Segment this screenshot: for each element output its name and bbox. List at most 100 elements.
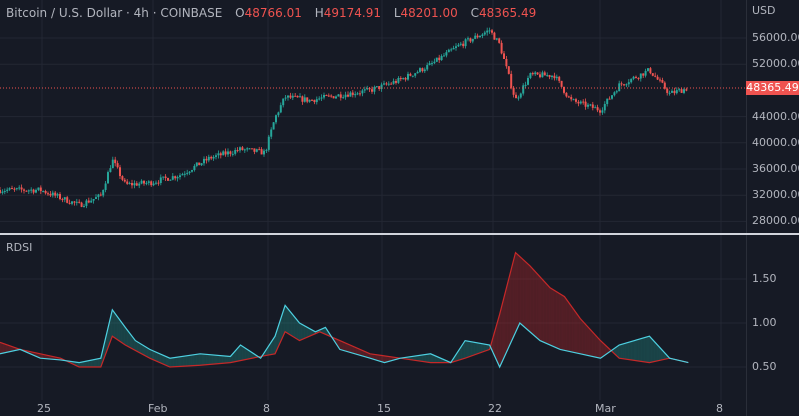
candle-body: [143, 180, 145, 184]
rdsi-fill: [483, 343, 486, 352]
price-axis[interactable]: [746, 0, 799, 416]
rdsi-fill: [133, 338, 136, 351]
rdsi-fill: [247, 349, 250, 360]
rdsi-fill: [646, 336, 648, 363]
rdsi-fill: [228, 356, 231, 363]
candle-body: [263, 150, 265, 155]
candle-body: [469, 38, 472, 42]
rdsi-fill: [243, 346, 245, 360]
candle-body: [179, 175, 181, 178]
candle-body: [212, 156, 215, 159]
rdsi-fill: [293, 315, 296, 338]
rdsi-fill: [110, 309, 113, 341]
pane-divider[interactable]: [0, 233, 799, 235]
rdsi-fill: [362, 350, 365, 357]
rdsi-fill: [511, 263, 513, 342]
price-tick: 40000.00: [752, 135, 799, 149]
candle-body: [404, 78, 407, 80]
rdsi-fill: [551, 288, 553, 347]
rdsi-fill: [372, 354, 375, 360]
rdsi-fill: [296, 319, 299, 340]
rdsi-fill: [1, 342, 3, 354]
candle-body: [639, 73, 642, 79]
rdsi-fill: [171, 357, 173, 367]
candle-body: [522, 85, 525, 94]
candle-body: [390, 83, 393, 85]
rdsi-fill: [44, 354, 47, 359]
candle-body: [303, 97, 306, 102]
rdsi-fill: [377, 354, 379, 361]
rdsi-fill: [482, 343, 484, 352]
candle-body: [539, 74, 541, 78]
candle-body: [351, 92, 354, 95]
candle-body: [651, 73, 654, 76]
indicator-title[interactable]: RDSI: [6, 241, 33, 254]
rdsi-fill: [439, 357, 441, 363]
rdsi-fill: [421, 354, 424, 362]
rdsi-fill: [645, 337, 647, 363]
rdsi-fill: [564, 296, 566, 351]
rdsi-fill: [282, 309, 284, 339]
rdsi-fill: [364, 351, 366, 357]
candle-body: [229, 151, 232, 154]
rdsi-fill: [344, 342, 346, 352]
rdsi-fill: [571, 306, 574, 353]
candle-body: [623, 84, 625, 86]
rdsi-fill: [590, 329, 592, 357]
candle-body: [49, 193, 52, 196]
rdsi-fill: [545, 283, 548, 344]
rdsi-fill: [221, 355, 224, 364]
rdsi-fill: [347, 343, 349, 352]
candle-body: [543, 72, 546, 76]
rdsi-fill: [277, 323, 280, 348]
rdsi-fill: [169, 357, 172, 367]
candle-body: [258, 149, 261, 151]
candle-body: [599, 110, 601, 113]
rdsi-fill: [120, 321, 123, 344]
rdsi-fill: [339, 340, 342, 350]
rdsi-fill: [430, 353, 432, 363]
rdsi-fill: [591, 331, 594, 357]
candle-body: [399, 78, 402, 80]
rdsi-fill: [534, 270, 536, 337]
rdsi-fill: [495, 324, 497, 361]
rdsi-fill: [499, 308, 502, 367]
rdsi-fill: [597, 337, 600, 358]
time-label: 8: [263, 402, 270, 415]
candle-body: [488, 30, 491, 32]
chart-canvas[interactable]: [0, 0, 746, 416]
candle-body: [176, 177, 179, 179]
candle-body: [63, 197, 66, 200]
candle-body: [447, 49, 450, 53]
rdsi-fill: [211, 354, 214, 365]
candle-body: [611, 95, 613, 99]
rdsi-fill: [576, 312, 578, 354]
candle-body: [565, 92, 568, 97]
candle-body: [344, 94, 347, 98]
candle-body: [659, 79, 661, 81]
candle-body: [157, 182, 160, 184]
candle-body: [431, 63, 433, 65]
rdsi-fill: [469, 341, 471, 357]
rdsi-fill: [554, 290, 556, 348]
candle-body: [476, 35, 479, 38]
symbol-title[interactable]: Bitcoin / U.S. Dollar · 4h · COINBASE: [6, 6, 223, 20]
rdsi-fill: [240, 345, 242, 361]
candle-body: [589, 104, 592, 106]
candle-body: [104, 183, 107, 190]
candle-body: [150, 181, 153, 186]
candle-body: [188, 171, 191, 173]
rdsi-fill: [47, 355, 49, 359]
rdsi-fill: [498, 314, 500, 367]
candle-body: [131, 183, 133, 186]
rdsi-fill: [138, 342, 140, 353]
candle-body: [135, 183, 138, 186]
rdsi-fill: [188, 355, 191, 366]
currency-label: USD: [752, 4, 776, 17]
candle-body: [455, 46, 457, 49]
candle-body: [27, 190, 30, 192]
rdsi-fill: [388, 356, 391, 362]
candle-body: [75, 201, 78, 203]
candle-body: [342, 97, 345, 99]
